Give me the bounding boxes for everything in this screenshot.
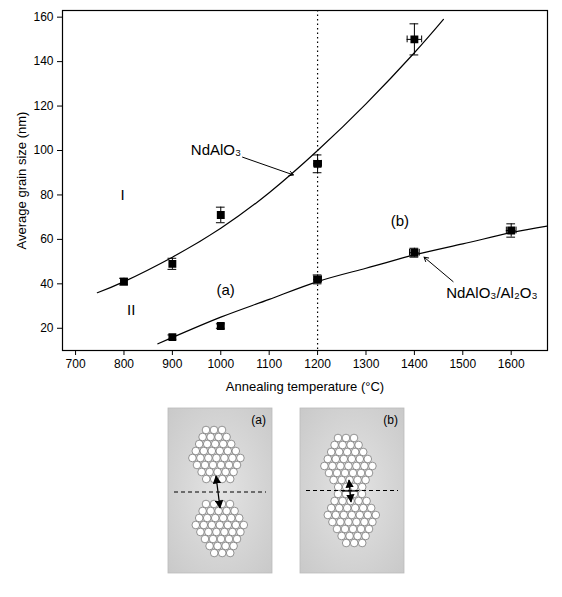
svg-text:100: 100: [33, 143, 53, 157]
svg-text:(a): (a): [216, 281, 234, 298]
svg-text:1400: 1400: [401, 357, 428, 371]
svg-text:I: I: [120, 186, 124, 203]
svg-text:1600: 1600: [498, 357, 525, 371]
svg-text:40: 40: [40, 277, 54, 291]
svg-text:II: II: [127, 301, 135, 318]
svg-text:(b): (b): [391, 212, 409, 229]
svg-text:60: 60: [40, 232, 54, 246]
svg-text:1200: 1200: [304, 357, 331, 371]
svg-text:900: 900: [162, 357, 182, 371]
svg-text:160: 160: [33, 10, 53, 24]
svg-text:140: 140: [33, 54, 53, 68]
svg-text:700: 700: [66, 357, 86, 371]
svg-text:Average grain size (nm): Average grain size (nm): [14, 112, 29, 250]
svg-text:NdAlO₃/Al₂O₃: NdAlO₃/Al₂O₃: [446, 284, 537, 301]
svg-text:800: 800: [114, 357, 134, 371]
svg-text:120: 120: [33, 99, 53, 113]
svg-text:20: 20: [40, 321, 54, 335]
svg-text:1000: 1000: [207, 357, 234, 371]
svg-text:1500: 1500: [449, 357, 476, 371]
svg-text:1300: 1300: [353, 357, 380, 371]
svg-text:Annealing temperature (°C): Annealing temperature (°C): [226, 379, 384, 394]
svg-text:(a): (a): [251, 413, 266, 427]
svg-text:1100: 1100: [256, 357, 282, 371]
svg-text:80: 80: [40, 188, 54, 202]
svg-text:NdAlO₃: NdAlO₃: [191, 141, 241, 158]
svg-text:(b): (b): [383, 413, 398, 427]
